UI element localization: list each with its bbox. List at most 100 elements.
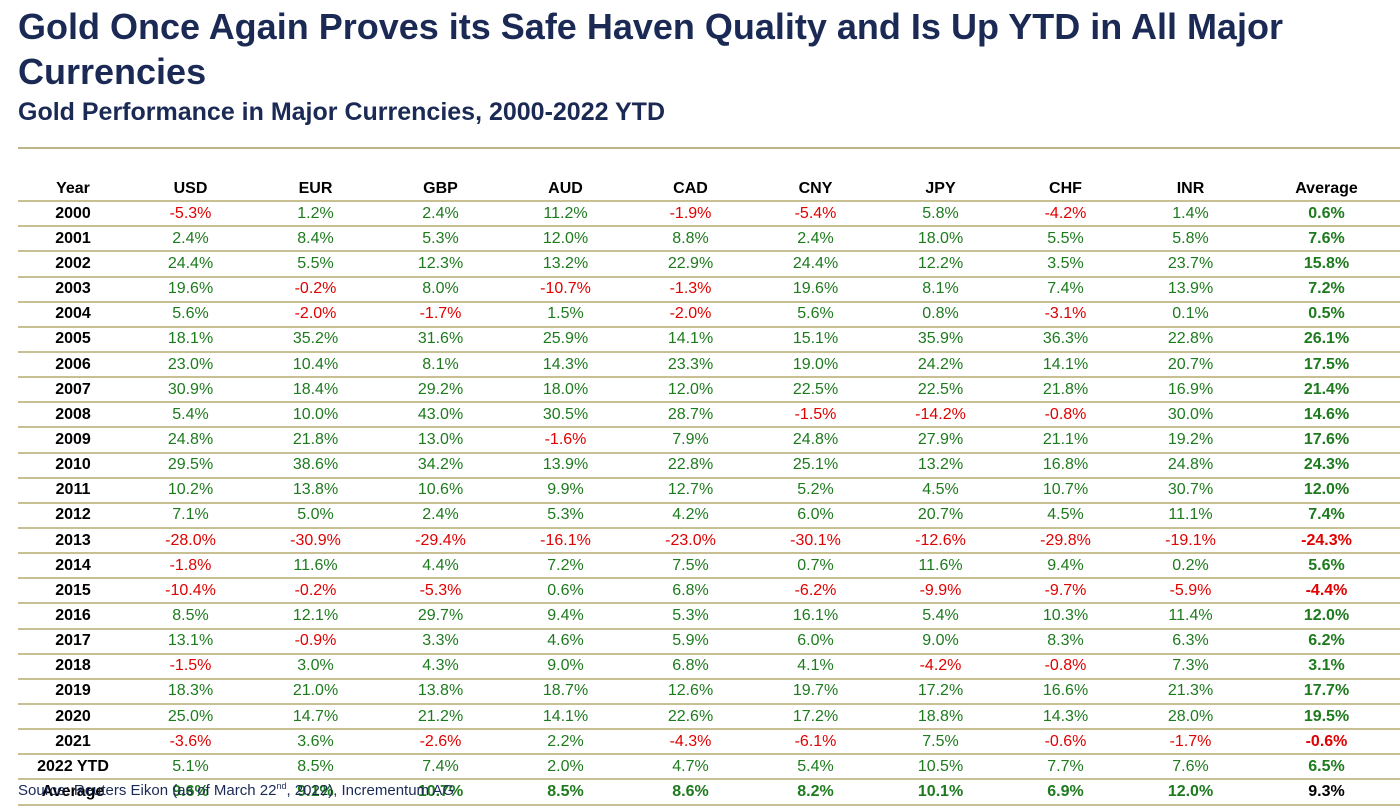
value-cell-usd: 5.6% <box>128 301 253 328</box>
value-cell-eur: -30.9% <box>253 527 378 555</box>
average-row-label: Average <box>18 779 128 806</box>
value-cell-cad: 22.6% <box>628 703 753 731</box>
value-cell-aud: -16.1% <box>503 527 628 555</box>
value-cell-chf: 21.8% <box>1003 377 1128 404</box>
value-cell-gbp: 8.1% <box>378 351 503 379</box>
value-cell-eur: 18.4% <box>253 377 378 404</box>
table-header-row: Year USD EUR GBP AUD CAD CNY JPY CHF INR Average <box>18 177 1400 203</box>
value-cell-gbp: 29.2% <box>378 377 503 404</box>
value-cell-cad: 7.9% <box>628 427 753 454</box>
year-cell: 2017 <box>18 628 128 655</box>
value-cell-jpy: 4.5% <box>878 477 1003 504</box>
value-cell-chf: 7.4% <box>1003 276 1128 303</box>
value-cell-cny: 5.2% <box>753 477 878 504</box>
value-cell-aud: -1.6% <box>503 427 628 454</box>
value-cell-chf: 16.6% <box>1003 678 1128 705</box>
value-cell-chf: -0.6% <box>1003 729 1128 756</box>
value-cell-cny: 22.5% <box>753 377 878 404</box>
value-cell-cny: 15.1% <box>753 326 878 353</box>
table-row: 2015 -10.4% -0.2% -5.3% 0.6% 6.8% -6.2% -9.9% -9… <box>18 578 1400 605</box>
average-cell: -0.6% <box>1253 729 1400 756</box>
value-cell-eur: 38.6% <box>253 452 378 479</box>
value-cell-cad: 12.6% <box>628 678 753 705</box>
table-row: 2019 18.3% 21.0% 13.8% 18.7% 12.6% 19.7% 17.2% 1… <box>18 678 1400 705</box>
value-cell-gbp: 7.4% <box>378 754 503 781</box>
year-cell: 2021 <box>18 729 128 756</box>
value-cell-gbp: 31.6% <box>378 326 503 353</box>
table-row: 2008 5.4% 10.0% 43.0% 30.5% 28.7% -1.5% -14.2% -… <box>18 402 1400 429</box>
value-cell-inr: 19.2% <box>1128 427 1253 454</box>
value-cell-jpy: 10.5% <box>878 754 1003 781</box>
value-cell-jpy: 35.9% <box>878 326 1003 353</box>
value-cell-cny: 5.6% <box>753 301 878 328</box>
value-cell-chf: -3.1% <box>1003 301 1128 328</box>
value-cell-inr: 11.1% <box>1128 502 1253 529</box>
value-cell-cny: 4.1% <box>753 653 878 680</box>
value-cell-jpy: -4.2% <box>878 653 1003 680</box>
value-cell-usd: 7.1% <box>128 502 253 529</box>
value-cell-gbp: 10.7% <box>378 779 503 806</box>
value-cell-usd: -5.3% <box>128 201 253 228</box>
table-row: 2004 5.6% -2.0% -1.7% 1.5% -2.0% 5.6% 0.8% -3.1%… <box>18 301 1400 328</box>
table-row: 2007 30.9% 18.4% 29.2% 18.0% 12.0% 22.5% 22.5% 2… <box>18 377 1400 404</box>
value-cell-gbp: -5.3% <box>378 578 503 605</box>
value-cell-cny: 17.2% <box>753 703 878 731</box>
value-cell-eur: -0.9% <box>253 628 378 655</box>
value-cell-eur: 8.5% <box>253 754 378 781</box>
value-cell-jpy: 8.1% <box>878 276 1003 303</box>
value-cell-eur: 8.4% <box>253 226 378 253</box>
value-cell-jpy: -12.6% <box>878 527 1003 555</box>
source-superscript: nd <box>276 781 287 791</box>
average-cell: 6.5% <box>1253 754 1400 781</box>
value-cell-eur: 3.0% <box>253 653 378 680</box>
value-cell-usd: 25.0% <box>128 703 253 731</box>
average-cell: 0.6% <box>1253 201 1400 228</box>
table-row: 2000 -5.3% 1.2% 2.4% 11.2% -1.9% -5.4% 5.8% -4.2… <box>18 201 1400 228</box>
value-cell-chf: 7.7% <box>1003 754 1128 781</box>
value-cell-eur: 10.0% <box>253 402 378 429</box>
value-cell-cny: 5.4% <box>753 754 878 781</box>
value-cell-chf: 14.3% <box>1003 703 1128 731</box>
value-cell-inr: 30.7% <box>1128 477 1253 504</box>
value-cell-gbp: 34.2% <box>378 452 503 479</box>
value-cell-usd: 5.1% <box>128 754 253 781</box>
value-cell-jpy: 27.9% <box>878 427 1003 454</box>
value-cell-chf: 5.5% <box>1003 226 1128 253</box>
column-header-eur: EUR <box>253 177 378 203</box>
value-cell-aud: 2.2% <box>503 729 628 756</box>
value-cell-cny: 2.4% <box>753 226 878 253</box>
column-header-aud: AUD <box>503 177 628 203</box>
value-cell-aud: 30.5% <box>503 402 628 429</box>
value-cell-cny: 8.2% <box>753 779 878 806</box>
table-row: 2006 23.0% 10.4% 8.1% 14.3% 23.3% 19.0% 24.2% 14… <box>18 351 1400 379</box>
year-cell: 2012 <box>18 502 128 529</box>
average-cell: 12.0% <box>1253 477 1400 504</box>
value-cell-cad: -23.0% <box>628 527 753 555</box>
value-cell-inr: 0.1% <box>1128 301 1253 328</box>
average-cell: -24.3% <box>1253 527 1400 555</box>
value-cell-aud: 12.0% <box>503 226 628 253</box>
value-cell-cad: 4.7% <box>628 754 753 781</box>
value-cell-jpy: 20.7% <box>878 502 1003 529</box>
value-cell-usd: -10.4% <box>128 578 253 605</box>
value-cell-cny: -30.1% <box>753 527 878 555</box>
value-cell-usd: 5.4% <box>128 402 253 429</box>
year-cell: 2010 <box>18 452 128 479</box>
value-cell-gbp: 8.0% <box>378 276 503 303</box>
value-cell-inr: 6.3% <box>1128 628 1253 655</box>
value-cell-jpy: 7.5% <box>878 729 1003 756</box>
value-cell-aud: 7.2% <box>503 553 628 580</box>
value-cell-aud: 13.2% <box>503 251 628 278</box>
value-cell-usd: 19.6% <box>128 276 253 303</box>
value-cell-eur: 35.2% <box>253 326 378 353</box>
value-cell-eur: 12.1% <box>253 603 378 630</box>
value-cell-cad: 23.3% <box>628 351 753 379</box>
value-cell-inr: 11.4% <box>1128 603 1253 630</box>
value-cell-eur: 21.8% <box>253 427 378 454</box>
value-cell-gbp: 2.4% <box>378 201 503 228</box>
value-cell-cny: -5.4% <box>753 201 878 228</box>
column-header-cad: CAD <box>628 177 753 203</box>
value-cell-chf: 14.1% <box>1003 351 1128 379</box>
header-divider <box>18 147 1400 149</box>
value-cell-inr: 16.9% <box>1128 377 1253 404</box>
